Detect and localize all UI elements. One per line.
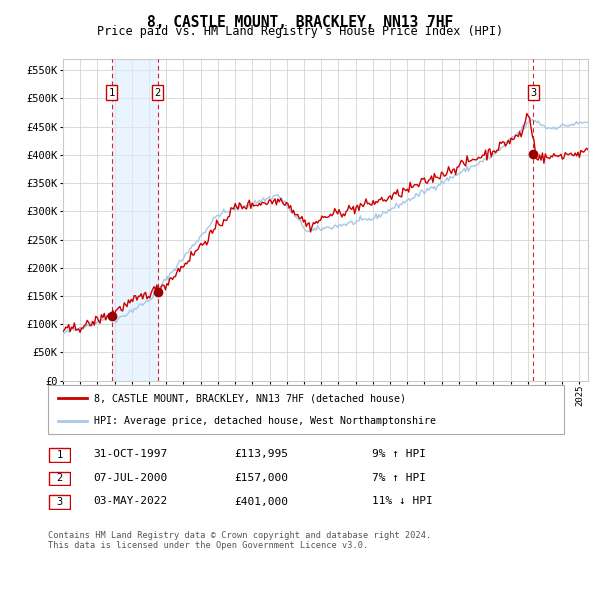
Text: 8, CASTLE MOUNT, BRACKLEY, NN13 7HF (detached house): 8, CASTLE MOUNT, BRACKLEY, NN13 7HF (det…: [94, 394, 406, 404]
FancyBboxPatch shape: [48, 385, 564, 434]
Bar: [112, 59, 158, 381]
FancyBboxPatch shape: [49, 495, 70, 509]
Text: 2: 2: [155, 88, 161, 98]
Text: 03-MAY-2022: 03-MAY-2022: [93, 497, 167, 506]
Text: 1: 1: [56, 450, 62, 460]
Text: Price paid vs. HM Land Registry's House Price Index (HPI): Price paid vs. HM Land Registry's House …: [97, 25, 503, 38]
Text: 07-JUL-2000: 07-JUL-2000: [93, 473, 167, 483]
FancyBboxPatch shape: [49, 448, 70, 462]
Text: 8, CASTLE MOUNT, BRACKLEY, NN13 7HF: 8, CASTLE MOUNT, BRACKLEY, NN13 7HF: [147, 15, 453, 30]
Text: 1: 1: [109, 88, 115, 98]
Text: Contains HM Land Registry data © Crown copyright and database right 2024.
This d: Contains HM Land Registry data © Crown c…: [48, 531, 431, 550]
Text: HPI: Average price, detached house, West Northamptonshire: HPI: Average price, detached house, West…: [94, 415, 436, 425]
Text: 3: 3: [56, 497, 62, 507]
FancyBboxPatch shape: [49, 471, 70, 486]
Text: 3: 3: [530, 88, 536, 98]
Text: 9% ↑ HPI: 9% ↑ HPI: [372, 450, 426, 459]
Text: 11% ↓ HPI: 11% ↓ HPI: [372, 497, 433, 506]
Text: 7% ↑ HPI: 7% ↑ HPI: [372, 473, 426, 483]
Text: £157,000: £157,000: [234, 473, 288, 483]
Text: £113,995: £113,995: [234, 450, 288, 459]
Text: £401,000: £401,000: [234, 497, 288, 506]
Text: 31-OCT-1997: 31-OCT-1997: [93, 450, 167, 459]
Text: 2: 2: [56, 474, 62, 483]
